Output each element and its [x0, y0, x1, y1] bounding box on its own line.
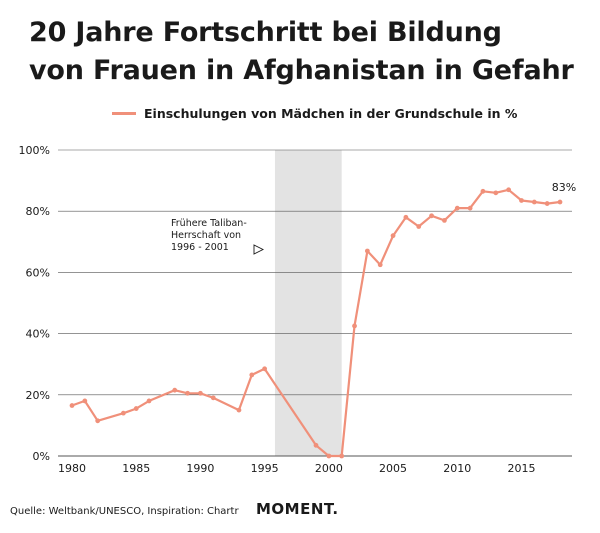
data-point-2000 — [326, 453, 332, 459]
data-point-1984 — [120, 410, 126, 416]
data-point-1988 — [172, 387, 178, 393]
data-point-1994 — [249, 372, 255, 378]
source-note: Quelle: Weltbank/UNESCO, Inspiration: Ch… — [10, 506, 239, 517]
y-tick-label-20: 20% — [26, 389, 50, 402]
data-point-2015 — [519, 198, 524, 203]
data-point-1995 — [262, 366, 268, 372]
title-line-2: von Frauen in Afghanistan in Gefahr — [29, 55, 574, 86]
data-point-2018 — [557, 199, 563, 205]
y-tick-label-0: 0% — [33, 450, 50, 463]
x-tick-label-2000: 2000 — [315, 462, 343, 475]
data-point-2003 — [364, 248, 370, 254]
data-point-1985 — [133, 406, 139, 411]
x-tick-label-1995: 1995 — [251, 462, 279, 475]
data-point-1990 — [198, 390, 203, 396]
end-value-label: 83% — [552, 181, 576, 194]
taliban-annotation-line-2: Herrschaft von — [171, 230, 241, 241]
data-point-2004 — [377, 262, 383, 268]
data-point-1981 — [82, 398, 88, 404]
taliban-annotation-line-3: 1996 - 2001 — [171, 242, 229, 253]
x-tick-label-2005: 2005 — [379, 462, 407, 475]
x-tick-label-1990: 1990 — [186, 462, 214, 475]
data-point-1993 — [236, 407, 242, 413]
taliban-period-shade — [274, 150, 342, 456]
data-point-1989 — [185, 390, 190, 396]
data-point-2010 — [454, 205, 460, 211]
y-tick-label-80: 80% — [26, 205, 50, 218]
data-point-2013 — [493, 190, 499, 196]
data-point-2005 — [390, 233, 396, 239]
data-point-1982 — [95, 418, 101, 424]
data-point-1999 — [313, 442, 319, 448]
y-tick-label-60: 60% — [26, 266, 50, 279]
data-point-2014 — [506, 187, 512, 193]
data-point-2009 — [442, 217, 447, 223]
x-tick-label-2015: 2015 — [507, 462, 535, 475]
data-point-1980 — [69, 403, 75, 408]
x-tick-label-2010: 2010 — [443, 462, 471, 475]
title-line-1: 20 Jahre Fortschritt bei Bildung — [29, 17, 502, 48]
legend: Einschulungen von Mädchen in der Grundsc… — [112, 106, 517, 121]
y-tick-label-40: 40% — [26, 328, 50, 341]
data-point-2017 — [544, 201, 550, 206]
data-point-2011 — [467, 205, 473, 211]
legend-swatch — [112, 112, 136, 115]
data-point-2006 — [403, 214, 409, 220]
y-tick-label-100: 100% — [19, 144, 50, 157]
data-point-2008 — [429, 213, 434, 219]
data-point-2012 — [480, 188, 486, 194]
taliban-annotation-line-1: Frühere Taliban- — [171, 218, 247, 229]
data-point-2016 — [531, 199, 537, 205]
data-point-2001 — [339, 453, 345, 459]
data-point-1991 — [210, 395, 216, 401]
data-point-1986 — [146, 398, 152, 404]
data-point-2007 — [416, 224, 422, 229]
annotation-arrow-icon — [253, 244, 265, 255]
x-tick-label-1985: 1985 — [122, 462, 150, 475]
x-tick-label-1980: 1980 — [58, 462, 86, 475]
legend-label: Einschulungen von Mädchen in der Grundsc… — [144, 106, 518, 121]
moment-logo: MOMENT. — [256, 500, 339, 518]
chart-title: 20 Jahre Fortschritt bei Bildung von Fra… — [29, 14, 589, 90]
data-point-2002 — [352, 323, 357, 329]
